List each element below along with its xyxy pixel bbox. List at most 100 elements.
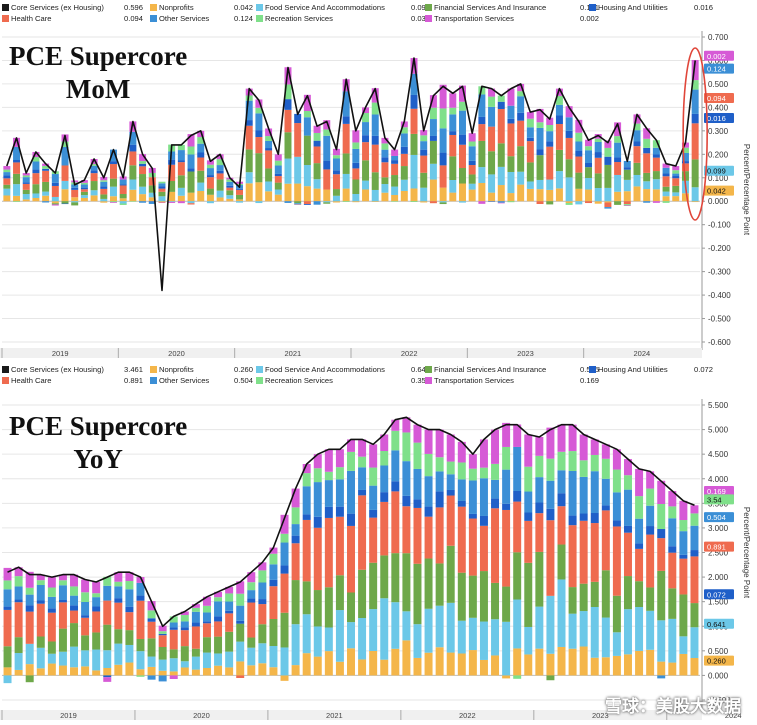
end-value-tag-bg <box>704 486 734 497</box>
bar-segment <box>402 553 411 612</box>
bar-segment <box>623 489 632 526</box>
bar-segment <box>58 651 67 666</box>
bar-segment <box>214 601 223 617</box>
bar-segment <box>323 129 331 136</box>
bar-segment <box>668 618 677 663</box>
mom-title-line2: MoM <box>65 74 131 104</box>
yoy-legend-value: 0.169 <box>580 376 600 385</box>
bar-segment <box>672 178 680 186</box>
bar-segment <box>457 441 466 463</box>
bar-segment <box>274 154 282 161</box>
bar-segment <box>214 621 223 637</box>
end-value-tag: 0.042 <box>704 185 734 196</box>
bar-segment <box>536 179 544 190</box>
bar-segment <box>585 162 593 168</box>
bar-segment <box>585 167 593 178</box>
bar-segment <box>585 201 593 204</box>
bar-segment <box>681 142 689 148</box>
bar-segment <box>294 156 302 184</box>
bar-segment <box>413 563 422 625</box>
bar-segment <box>103 624 112 651</box>
bar-segment <box>158 635 167 647</box>
bar-segment <box>136 595 145 601</box>
bar-segment <box>400 190 408 202</box>
bar-segment <box>114 629 123 644</box>
bar-segment <box>342 201 350 202</box>
bar-segment <box>369 467 378 486</box>
bar-segment <box>568 587 577 614</box>
bar-segment <box>478 116 486 125</box>
bar-segment <box>168 191 176 202</box>
bar-segment <box>214 636 223 654</box>
bar-segment <box>61 146 69 166</box>
bar-segment <box>491 498 500 509</box>
legend-label: Housing And Utilities <box>598 365 668 374</box>
bar-segment <box>488 201 496 202</box>
bar-segment <box>226 179 234 182</box>
bar-segment <box>381 157 389 163</box>
bar-segment <box>158 633 167 636</box>
bar-segment <box>206 160 214 165</box>
end-value-tag-label: 3.54 <box>707 495 722 504</box>
bar-segment <box>114 581 123 587</box>
y-tick-label: 0.700 <box>708 33 729 42</box>
bar-segment <box>402 417 411 433</box>
x-year-label: 2023 <box>592 711 609 720</box>
end-value-tag: 0.072 <box>704 589 734 600</box>
bar-segment <box>247 665 256 676</box>
mom-legend-item: Core Services (ex Housing) <box>2 2 104 13</box>
bar-segment <box>579 476 588 514</box>
bar-segment <box>623 179 631 192</box>
mom-legend-value: 0.094 <box>124 14 144 23</box>
bar-segment <box>61 180 69 190</box>
bar-segment <box>614 201 622 205</box>
bar-segment <box>371 88 379 103</box>
bar-segment <box>22 177 30 183</box>
bar-segment <box>546 141 554 147</box>
bar-segment <box>92 593 101 598</box>
bar-segment <box>381 177 389 185</box>
bar-segment <box>662 173 670 177</box>
bar-segment <box>265 168 273 182</box>
bar-segment <box>139 186 147 195</box>
bar-segment <box>70 667 79 676</box>
bar-segment <box>313 626 322 657</box>
bar-segment <box>148 197 156 202</box>
bar-segment <box>81 592 90 602</box>
bar-segment <box>103 675 112 678</box>
bar-segment <box>488 106 496 127</box>
bar-segment <box>147 618 156 622</box>
yoy-legend-item: Recreation Services <box>256 375 333 386</box>
bar-segment <box>358 659 367 676</box>
bar-segment <box>32 193 40 198</box>
mom-legend-item: Food Service And Accommodations <box>256 2 385 13</box>
bar-segment <box>536 189 544 202</box>
end-value-tag-label: 0.094 <box>707 94 726 103</box>
bar-segment <box>557 451 566 471</box>
bar-segment <box>265 140 273 149</box>
bar-segment <box>497 166 505 186</box>
bar-segment <box>214 616 223 622</box>
bar-segment <box>294 183 302 202</box>
bar-segment <box>369 651 378 676</box>
y-tick-label: 3.000 <box>708 524 729 533</box>
bar-segment <box>136 651 145 670</box>
bar-segment <box>555 171 563 189</box>
mom-legend-item: Transportation Services <box>425 13 514 24</box>
bar-segment <box>575 188 583 202</box>
bar-segment <box>109 196 117 202</box>
yoy-legend-value: 0.891 <box>124 376 144 385</box>
bar-segment <box>245 100 253 121</box>
end-value-tag-label: 0.596 <box>707 65 726 74</box>
bar-segment <box>369 485 378 510</box>
end-value-tag-label: 0.504 <box>707 513 726 522</box>
bar-segment <box>313 516 322 528</box>
core-services-line <box>6 57 696 292</box>
bar-segment <box>657 529 666 539</box>
bar-segment <box>25 571 34 588</box>
bar-segment <box>446 495 455 546</box>
bar-segment <box>335 467 344 480</box>
bar-segment <box>420 155 428 173</box>
bar-segment <box>513 424 522 447</box>
bar-segment <box>369 609 378 652</box>
